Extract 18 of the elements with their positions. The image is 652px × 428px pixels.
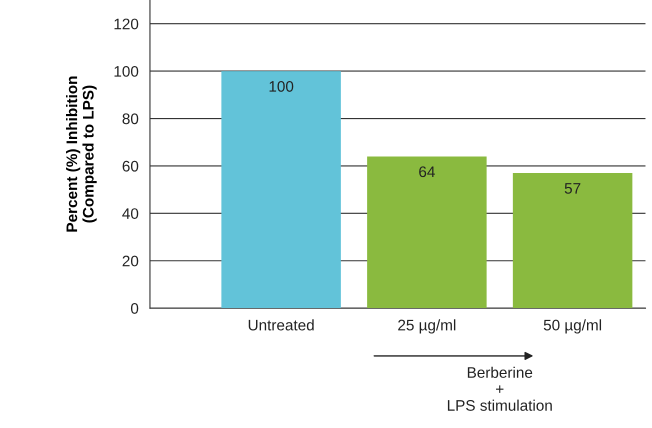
y-tick-label: 20: [122, 256, 138, 266]
x-tick-label: 50 µg/ml: [544, 319, 602, 334]
y-tick-label: 40: [122, 208, 138, 220]
y-axis-title: Percent (%) Inhibition (Compared to LPS): [66, 76, 97, 232]
text: Berberine + LPS stimulation: [448, 366, 552, 411]
bar: [512, 173, 632, 308]
x-tick-label: Untreated: [248, 319, 314, 330]
data-label: 57: [564, 183, 580, 194]
y-tick-label: 100: [114, 66, 138, 77]
bar: [221, 71, 341, 308]
data-label: 100: [270, 81, 294, 92]
data-label: 64: [419, 166, 435, 178]
x-tick-label: 25 µg/ml: [398, 319, 456, 334]
y-tick-label: 0: [130, 303, 138, 314]
bar: [367, 156, 487, 308]
y-tick-label: 80: [122, 113, 138, 124]
y-tick-label: 120: [114, 18, 138, 30]
y-tick-label: 60: [122, 160, 138, 172]
